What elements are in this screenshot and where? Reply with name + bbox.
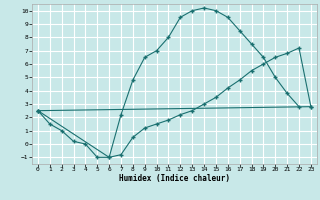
X-axis label: Humidex (Indice chaleur): Humidex (Indice chaleur) <box>119 174 230 183</box>
